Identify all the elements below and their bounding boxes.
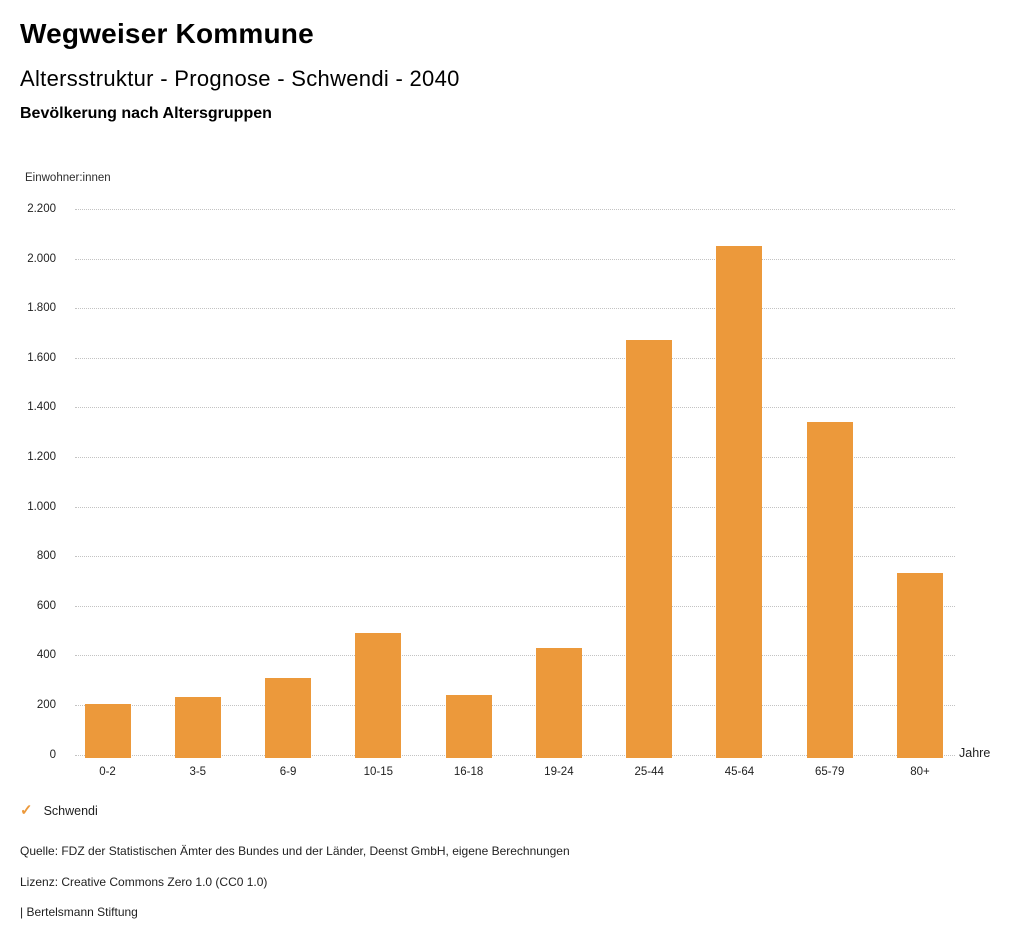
bar-80+[interactable] xyxy=(897,573,944,758)
bar-19-24[interactable] xyxy=(535,647,582,758)
bar-25-44[interactable] xyxy=(626,340,673,758)
bar-0-2[interactable] xyxy=(84,703,131,758)
y-tick-label-1.800: 1.800 xyxy=(27,302,56,315)
y-tick-label-600: 600 xyxy=(36,599,56,612)
y-tick-label-0: 0 xyxy=(49,748,56,761)
chart-title: Bevölkerung nach Altersgruppen xyxy=(20,105,272,122)
y-tick-label-2.000: 2.000 xyxy=(27,252,56,265)
gridline-200 xyxy=(75,704,955,706)
bar-3-5[interactable] xyxy=(174,697,221,758)
bar-65-79[interactable] xyxy=(806,422,853,758)
bar-6-9[interactable] xyxy=(265,677,312,758)
x-tick-label-10-15: 10-15 xyxy=(363,766,394,778)
y-tick-label-1.200: 1.200 xyxy=(27,450,56,463)
attribution-text: | Bertelsmann Stiftung xyxy=(20,905,138,919)
x-tick-label-45-64: 45-64 xyxy=(724,766,755,778)
source-text: Quelle: FDZ der Statistischen Ämter des … xyxy=(20,844,570,858)
gridline-1.600 xyxy=(75,357,955,359)
bar-45-64[interactable] xyxy=(716,246,763,758)
gridline-1.000 xyxy=(75,506,955,508)
y-tick-label-400: 400 xyxy=(36,649,56,662)
legend-item-schwendi[interactable]: ✓ Schwendi xyxy=(20,803,98,818)
bar-10-15[interactable] xyxy=(355,633,402,758)
x-tick-label-6-9: 6-9 xyxy=(279,766,297,778)
x-tick-label-25-44: 25-44 xyxy=(634,766,664,778)
y-axis-title: Einwohner:innen xyxy=(25,172,111,184)
license-text: Lizenz: Creative Commons Zero 1.0 (CC0 1… xyxy=(20,875,268,889)
x-tick-label-0-2: 0-2 xyxy=(99,766,116,778)
y-tick-label-1.600: 1.600 xyxy=(27,351,56,364)
page-subtitle: Altersstruktur - Prognose - Schwendi - 2… xyxy=(20,66,460,91)
gridline-2.000 xyxy=(75,258,955,260)
legend-label: Schwendi xyxy=(43,803,98,818)
x-tick-label-80+: 80+ xyxy=(910,766,930,778)
y-tick-label-2.200: 2.200 xyxy=(27,203,56,215)
gridline-1.200 xyxy=(75,456,955,458)
x-tick-label-65-79: 65-79 xyxy=(815,766,845,778)
check-icon: ✓ xyxy=(20,802,33,819)
y-tick-label-800: 800 xyxy=(36,550,56,563)
page-title: Wegweiser Kommune xyxy=(20,18,314,49)
x-tick-label-19-24: 19-24 xyxy=(544,766,574,778)
gridline-1.800 xyxy=(75,308,955,310)
y-tick-label-1.000: 1.000 xyxy=(27,500,56,513)
gridline-800 xyxy=(75,556,955,558)
bar-16-18[interactable] xyxy=(445,694,492,758)
gridline-600 xyxy=(75,605,955,607)
gridline-400 xyxy=(75,655,955,657)
x-tick-label-3-5: 3-5 xyxy=(189,766,207,778)
gridline-0 xyxy=(75,754,955,756)
x-tick-label-16-18: 16-18 xyxy=(453,766,484,778)
gridline-1.400 xyxy=(75,407,955,409)
y-tick-label-200: 200 xyxy=(36,698,56,711)
y-tick-label-1.400: 1.400 xyxy=(27,401,56,414)
x-axis-title: Jahre xyxy=(959,746,991,760)
gridline-2.200 xyxy=(75,209,955,210)
